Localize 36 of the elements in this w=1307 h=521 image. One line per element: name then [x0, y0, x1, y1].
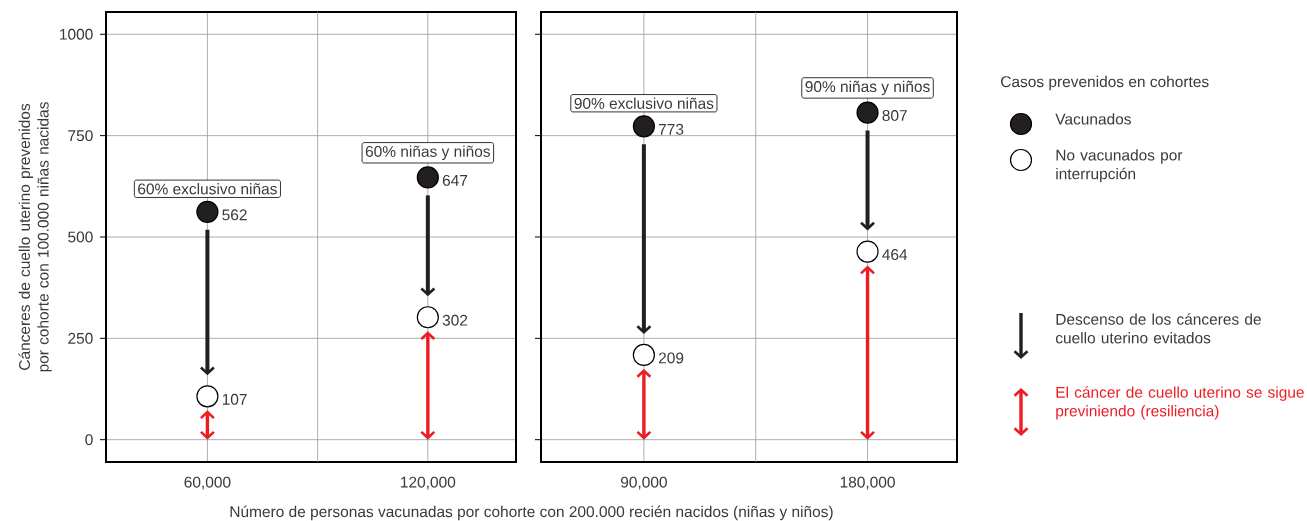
y-tick-label: 500 — [68, 231, 93, 243]
point — [632, 343, 655, 367]
data-label: 562 — [222, 209, 247, 221]
data-label: 647 — [442, 174, 468, 186]
x-tick-label: 120,000 — [401, 476, 456, 490]
text: El cáncer de cuello uterino se sigue previniendo (resiliencia) — [1056, 386, 1304, 420]
legend-label: No vacunados por interrupción — [1056, 149, 1183, 183]
x-tick-label: 60,000 — [184, 476, 231, 490]
y-tick-label: 1000 — [60, 28, 93, 40]
y-axis-title: Cánceres de cuello uterino prevenidos por cohorte con 100.000 niñas nacidas — [18, 102, 52, 372]
point — [856, 101, 879, 124]
point — [632, 115, 655, 138]
x-tick-label: 180,000 — [840, 476, 895, 490]
data-label: 209 — [658, 352, 684, 364]
point — [196, 385, 219, 408]
annotation: 60% niñas y niños — [365, 145, 490, 161]
data-label: 302 — [442, 314, 468, 326]
data-label: 807 — [882, 110, 907, 121]
annotation: 60% exclusivo niñas — [138, 183, 277, 195]
text: Descenso de los cánceres de cuello uterino evitados — [1055, 313, 1261, 344]
data-label: 773 — [658, 123, 684, 135]
x-tick-label: 90,000 — [620, 476, 667, 490]
y-tick-label: 750 — [68, 130, 93, 142]
point — [856, 240, 879, 263]
legend-title: Casos prevenidos en cohortes — [1001, 75, 1209, 91]
point — [196, 200, 219, 223]
y-tick-label: 250 — [68, 332, 93, 344]
point — [416, 166, 439, 189]
data-label: 464 — [882, 249, 908, 261]
annotation: 90% niñas y niños — [805, 80, 930, 96]
legend-label: Vacunados — [1055, 113, 1131, 125]
annotation: 90% exclusivo niñas — [574, 97, 714, 109]
y-tick-label: 0 — [85, 434, 93, 446]
point — [416, 306, 439, 329]
data-label: 107 — [222, 393, 247, 405]
x-axis-title: Número de personas vacunadas por cohorte con 200.000 recién nacidos (niñas y niños) — [230, 505, 833, 521]
